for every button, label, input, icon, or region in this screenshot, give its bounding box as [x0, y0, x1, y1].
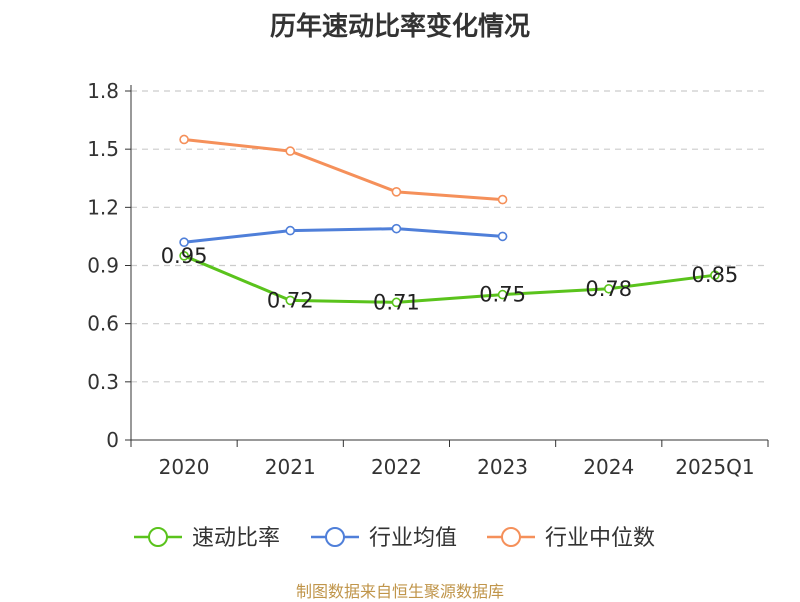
x-tick-label-1: 2021 [265, 455, 316, 479]
y-tick-label-1: 0.3 [87, 370, 119, 394]
legend-label-1: 行业均值 [369, 526, 457, 551]
data-label-2: 0.71 [373, 290, 420, 314]
series-line-0 [183, 254, 716, 304]
series-0-point-5 [710, 270, 720, 280]
chart-title: 历年速动比率变化情况 [269, 12, 530, 42]
series-2-point-2 [391, 187, 402, 197]
y-tick-label-5: 1.5 [87, 137, 119, 161]
series-lines [179, 134, 720, 308]
y-tick-label-4: 1.2 [87, 195, 119, 219]
legend-marker-2 [501, 527, 521, 547]
legend-label-2: 行业中位数 [545, 526, 655, 551]
data-label-1: 0.72 [267, 288, 314, 312]
series-0-point-1 [285, 295, 296, 306]
series-line-2 [183, 137, 503, 202]
series-0-point-4 [603, 283, 614, 294]
y-tick-label-3: 0.9 [87, 254, 119, 278]
series-1-point-3 [497, 231, 508, 242]
legend-label-0: 速动比率 [192, 526, 280, 551]
series-2-point-3 [497, 194, 508, 205]
data-label-0: 0.95 [161, 244, 208, 268]
axes: 0 0.3 0.6 0.9 1.2 1.5 1.8 2020 2021 2022 2023 2024 2… [87, 79, 769, 479]
series-1-point-2 [391, 223, 402, 234]
series-1-point-1 [285, 225, 296, 236]
x-tick-label-3: 2023 [477, 455, 528, 479]
legend-marker-0 [148, 527, 168, 547]
data-label-3: 0.75 [479, 283, 526, 307]
x-tick-label-5: 2025Q1 [675, 455, 754, 479]
x-tick-label-4: 2024 [583, 455, 634, 479]
y-tick-label-2: 0.6 [87, 312, 119, 336]
series-0-point-3 [497, 289, 508, 300]
series-0-point-2 [391, 297, 402, 308]
y-tick-label-6: 1.8 [87, 79, 119, 103]
series-0-point-0 [179, 251, 189, 261]
legend-marker-1 [325, 527, 345, 547]
series-2-point-0 [179, 134, 189, 145]
x-tick-label-2: 2022 [371, 455, 422, 479]
grid-lines [131, 90, 768, 383]
data-labels: 0.95 0.72 0.71 0.75 0.78 0.85 [161, 244, 739, 315]
series-1-point-0 [179, 237, 189, 248]
series-line-1 [183, 227, 503, 244]
data-label-4: 0.78 [585, 277, 632, 301]
y-tick-label-0: 0 [106, 428, 119, 452]
legend: 速动比率 行业均值 行业中位数 [134, 526, 655, 551]
data-label-5: 0.85 [692, 263, 739, 287]
source-note: 制图数据来自恒生聚源数据库 [295, 582, 504, 601]
x-tick-label-0: 2020 [159, 455, 210, 479]
series-2-point-1 [285, 146, 296, 156]
